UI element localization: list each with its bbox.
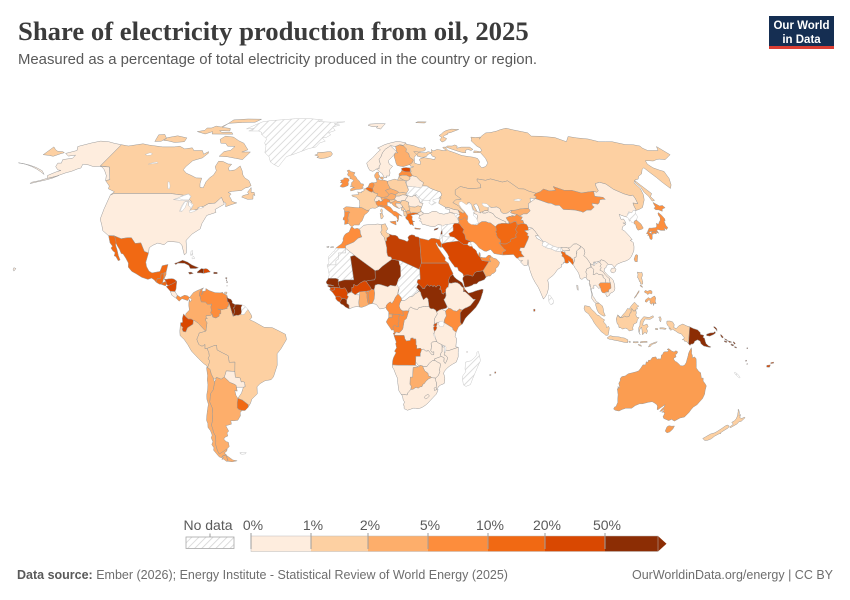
svg-text:20%: 20% — [533, 517, 561, 533]
svg-text:5%: 5% — [420, 517, 440, 533]
svg-text:2%: 2% — [360, 517, 380, 533]
svg-text:10%: 10% — [476, 517, 504, 533]
svg-text:50%: 50% — [593, 517, 621, 533]
svg-text:No data: No data — [183, 517, 232, 533]
svg-text:1%: 1% — [303, 517, 323, 533]
svg-text:0%: 0% — [243, 517, 263, 533]
